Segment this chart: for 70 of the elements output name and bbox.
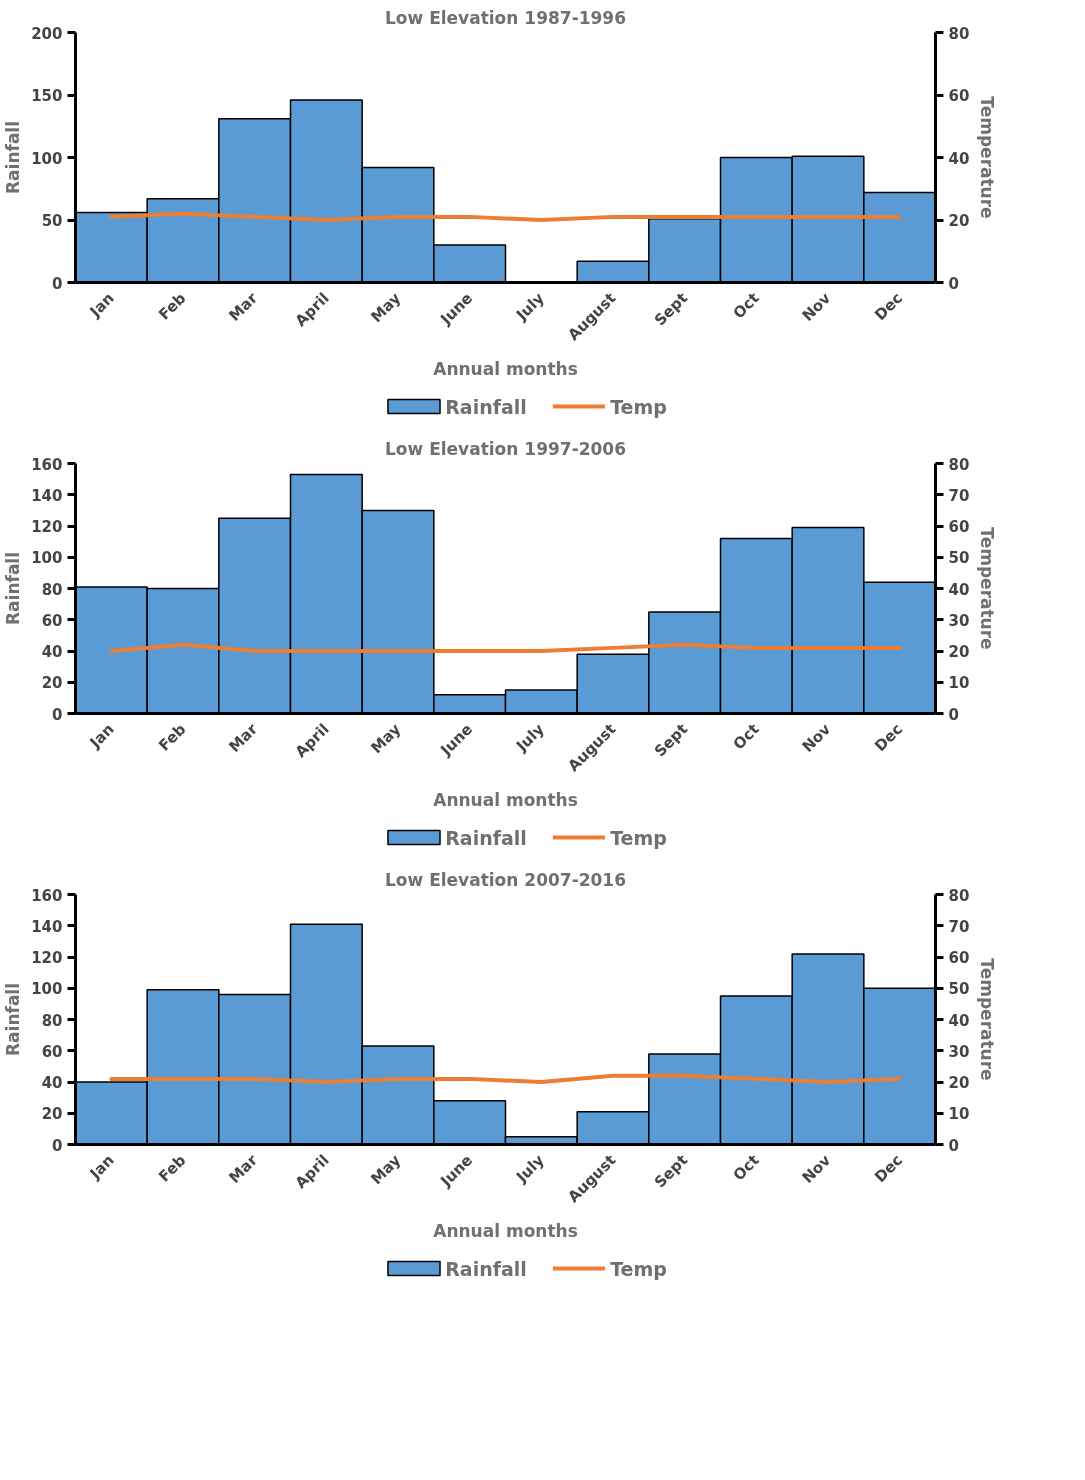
x-tick-label: Oct (729, 720, 763, 754)
y-tick-label: 100 (31, 149, 63, 168)
chart-title: Low Elevation 1997-2006 (385, 438, 626, 459)
y-tick-label: 80 (41, 1011, 63, 1030)
y2-tick-label: 40 (948, 149, 970, 168)
x-axis-title: Annual months (433, 1220, 578, 1241)
y2-tick-label: 0 (948, 705, 959, 724)
chart-title: Low Elevation 2007-2016 (385, 869, 626, 890)
y2-axis-title: Temperature (977, 527, 998, 650)
y2-tick-label: 10 (948, 674, 970, 693)
y-tick-label: 20 (41, 1105, 63, 1124)
legend-label: Rainfall (445, 826, 527, 849)
legend-label: Temp (610, 1257, 667, 1280)
y-tick-label: 150 (31, 87, 63, 105)
y-tick-label: 160 (31, 886, 63, 905)
y2-tick-label: 20 (948, 1074, 970, 1092)
y-tick-label: 140 (31, 486, 63, 505)
y2-tick-label: 80 (948, 455, 970, 474)
x-tick-label: Oct (729, 1151, 763, 1185)
y-tick-label: 100 (31, 980, 63, 999)
y2-tick-label: 40 (948, 580, 970, 599)
y2-tick-label: 70 (948, 917, 970, 936)
legend-label: Temp (610, 826, 667, 849)
x-tick-label: Feb (155, 719, 190, 755)
legend-label: Rainfall (445, 395, 527, 418)
y-tick-label: 60 (41, 1042, 63, 1061)
y-axis-title: Rainfall (3, 120, 24, 195)
y-tick-label: 40 (41, 643, 63, 661)
y2-tick-label: 40 (948, 1011, 970, 1030)
y2-tick-label: 60 (948, 949, 970, 967)
y2-tick-label: 70 (948, 486, 970, 505)
y-tick-label: 160 (31, 455, 63, 474)
y-axis-title: Rainfall (3, 982, 24, 1057)
y2-tick-label: 10 (948, 1105, 970, 1124)
y2-tick-label: 60 (948, 518, 970, 536)
y2-tick-label: 50 (948, 549, 970, 568)
y2-tick-label: 80 (948, 24, 970, 43)
y-tick-label: 0 (52, 274, 63, 293)
x-tick-label: Oct (729, 289, 763, 323)
y-tick-label: 120 (31, 949, 63, 967)
y-tick-label: 20 (41, 674, 63, 693)
y-tick-label: 140 (31, 917, 63, 936)
y2-axis-title: Temperature (977, 958, 998, 1081)
x-axis-title: Annual months (433, 789, 578, 810)
y2-tick-label: 80 (948, 886, 970, 905)
y2-tick-label: 0 (948, 1136, 959, 1155)
y-tick-label: 200 (31, 24, 63, 43)
y2-tick-label: 60 (948, 87, 970, 105)
legend-label: Rainfall (445, 1257, 527, 1280)
y2-tick-label: 20 (948, 212, 970, 230)
y-tick-label: 0 (52, 1136, 63, 1155)
x-tick-label: Feb (155, 288, 190, 324)
y-tick-label: 40 (41, 1074, 63, 1092)
y2-tick-label: 0 (948, 274, 959, 293)
legend-label: Temp (610, 395, 667, 418)
y-tick-label: 100 (31, 549, 63, 568)
y2-tick-label: 30 (948, 1042, 970, 1061)
y2-tick-label: 20 (948, 643, 970, 661)
x-axis-title: Annual months (433, 358, 578, 379)
y-tick-label: 0 (52, 705, 63, 724)
x-tick-label: Feb (155, 1150, 190, 1186)
chart-title: Low Elevation 1987-1996 (385, 7, 626, 28)
y-tick-label: 80 (41, 580, 63, 599)
y-tick-label: 120 (31, 518, 63, 536)
y2-tick-label: 30 (948, 611, 970, 630)
y-tick-label: 50 (41, 212, 63, 230)
y-tick-label: 60 (41, 611, 63, 630)
y2-axis-title: Temperature (977, 96, 998, 219)
y2-tick-label: 50 (948, 980, 970, 999)
y-axis-title: Rainfall (3, 551, 24, 626)
